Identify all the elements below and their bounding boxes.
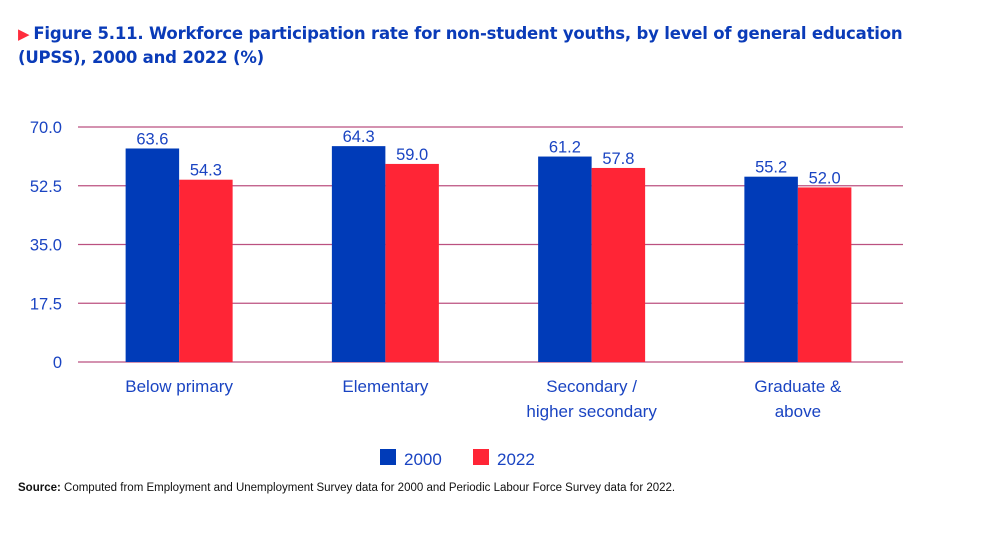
bar-2000 bbox=[125, 148, 180, 362]
y-tick-label: 17.5 bbox=[30, 295, 62, 313]
source-label: Source: bbox=[18, 482, 61, 494]
y-tick-label: 70.0 bbox=[30, 119, 62, 137]
bar-2022 bbox=[591, 167, 646, 362]
source-note: Source: Computed from Employment and Une… bbox=[18, 482, 675, 494]
x-tick-label: Below primary bbox=[125, 377, 233, 396]
bar-value-label: 59.0 bbox=[396, 146, 428, 164]
bar-value-label: 63.6 bbox=[136, 130, 168, 148]
x-tick-label: above bbox=[775, 402, 821, 421]
bar-value-label: 64.3 bbox=[343, 128, 375, 146]
x-tick-label: higher secondary bbox=[526, 402, 657, 421]
x-tick-label: Elementary bbox=[342, 377, 428, 396]
bar-value-label: 61.2 bbox=[549, 139, 581, 157]
x-tick-label: Graduate & bbox=[754, 377, 842, 396]
legend-swatch-2022 bbox=[473, 449, 489, 465]
bar-2000 bbox=[331, 146, 386, 362]
y-tick-label: 0 bbox=[53, 354, 62, 372]
bar-2022 bbox=[797, 187, 852, 362]
triangle-right-icon: ▶ bbox=[18, 25, 30, 43]
bar-value-label: 52.0 bbox=[809, 169, 841, 187]
bar-value-label: 57.8 bbox=[602, 150, 634, 168]
legend-label-2000: 2000 bbox=[404, 450, 442, 469]
legend-label-2022: 2022 bbox=[497, 450, 535, 469]
bar-2000 bbox=[538, 156, 592, 362]
bar-2000 bbox=[744, 176, 798, 362]
bar-value-label: 54.3 bbox=[190, 162, 222, 180]
source-text: Computed from Employment and Unemploymen… bbox=[60, 482, 676, 494]
bar-value-label: 55.2 bbox=[755, 159, 787, 177]
y-tick-label: 35.0 bbox=[30, 237, 62, 255]
bar-2022 bbox=[179, 179, 233, 362]
figure-title-block: ▶ Figure 5.11. Workforce participation ra… bbox=[18, 22, 918, 69]
x-tick-label: Secondary / bbox=[546, 377, 637, 396]
legend-swatch-2000 bbox=[380, 449, 396, 465]
bar-2022 bbox=[385, 163, 439, 362]
y-tick-label: 52.5 bbox=[30, 178, 62, 196]
figure-title: Figure 5.11. Workforce participation rat… bbox=[18, 24, 903, 67]
